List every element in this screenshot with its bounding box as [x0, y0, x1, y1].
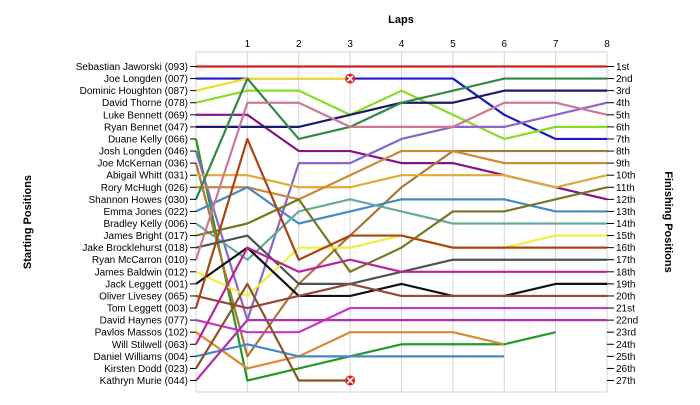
finish-position-labels: 1st2nd3rd4th5th6th7th8th9th10th11th12th1…	[607, 62, 638, 387]
series-line	[194, 101, 608, 261]
start-position-label: Kathryn Murie (044)	[100, 376, 188, 387]
finish-position-label: 7th	[616, 134, 630, 145]
finish-position-label: 5th	[616, 110, 630, 121]
series-line	[195, 282, 351, 382]
lap-tick-labels: 1 2 3 4 5 6 7 8	[245, 39, 611, 50]
finish-position-label: 9th	[616, 159, 630, 170]
lap-tick-label: 1	[245, 39, 251, 50]
start-position-label: Emma Jones (022)	[104, 207, 188, 218]
start-position-label: Ryan McCarron (010)	[92, 255, 188, 266]
finish-position-label: 14th	[616, 219, 635, 230]
series-line	[196, 149, 607, 201]
start-position-label: Ryan Bennet (047)	[104, 122, 188, 133]
finish-position-label: 19th	[616, 279, 635, 290]
finish-position-label: 2nd	[616, 74, 633, 85]
series-line	[194, 101, 608, 322]
finish-position-label: 24th	[616, 340, 635, 351]
finish-position-label: 18th	[616, 267, 635, 278]
start-position-label: Daniel Williams (004)	[94, 352, 188, 363]
finish-position-label: 17th	[616, 255, 635, 266]
series-line	[195, 331, 505, 370]
dnf-marker	[345, 375, 356, 386]
series-line	[195, 343, 505, 358]
series-line	[195, 246, 607, 345]
start-position-label: Rory McHugh (026)	[101, 183, 188, 194]
series-line	[195, 282, 607, 310]
finish-position-label: 6th	[616, 122, 630, 133]
start-position-label: Luke Bennett (069)	[103, 110, 188, 121]
finish-position-label: 11th	[616, 183, 635, 194]
start-position-label: Abigail Whitt (031)	[106, 171, 188, 182]
start-position-label: Oliver Livesey (065)	[99, 291, 188, 302]
finish-position-label: 12th	[616, 195, 635, 206]
start-position-label: Jack Leggett (001)	[105, 279, 188, 290]
finish-position-label: 25th	[616, 352, 635, 363]
start-position-label: Shannon Howes (030)	[88, 195, 188, 206]
start-position-label: David Thorne (078)	[102, 98, 188, 109]
finish-position-label: 27th	[616, 376, 635, 387]
start-position-label: James Baldwin (012)	[95, 267, 188, 278]
start-position-label: Kirsten Dodd (023)	[104, 364, 188, 375]
finish-position-label: 4th	[616, 98, 630, 109]
finish-position-label: 22nd	[616, 316, 638, 327]
start-position-label: Tom Leggett (003)	[107, 304, 188, 315]
series-line	[195, 306, 607, 334]
start-position-label: Josh Longden (046)	[99, 147, 188, 158]
series-lines	[194, 65, 608, 386]
lap-tick-label: 3	[347, 39, 353, 50]
series-line	[195, 77, 351, 92]
left-axis-label: Starting Positions	[22, 175, 34, 269]
finish-position-label: 20th	[616, 291, 635, 302]
series-line	[195, 246, 607, 298]
gridlines	[195, 51, 608, 393]
series-line	[194, 77, 607, 200]
finish-position-label: 10th	[616, 171, 635, 182]
finish-position-label: 16th	[616, 243, 635, 254]
right-axis-label: Finishing Positions	[662, 171, 674, 272]
finish-position-label: 26th	[616, 364, 635, 375]
lap-tick-label: 8	[604, 39, 610, 50]
finish-position-label: 8th	[616, 147, 630, 158]
start-position-label: Sebastian Jaworski (093)	[76, 62, 188, 73]
finish-position-label: 15th	[616, 231, 635, 242]
start-position-labels: Sebastian Jaworski (093)Joe Longden (007…	[76, 62, 196, 387]
chart-title: Laps	[388, 14, 414, 26]
series-line	[195, 89, 607, 141]
start-position-label: Pavlos Massos (102)	[95, 328, 188, 339]
start-position-label: David Haynes (077)	[100, 316, 188, 327]
series-line	[194, 137, 607, 309]
finish-position-label: 23rd	[616, 328, 636, 339]
finish-position-label: 21st	[616, 304, 635, 315]
lap-tick-label: 7	[553, 39, 559, 50]
finish-position-label: 13th	[616, 207, 635, 218]
finish-position-label: 1st	[616, 62, 630, 73]
series-line	[195, 198, 607, 261]
start-position-label: Joe Longden (007)	[104, 74, 188, 85]
start-position-label: Bradley Kelly (006)	[104, 219, 188, 230]
start-position-label: Joe McKernan (036)	[97, 159, 188, 170]
series-line	[194, 138, 556, 382]
start-position-label: Dominic Houghton (087)	[80, 86, 188, 97]
lap-tick-label: 2	[296, 39, 302, 50]
series-line	[195, 186, 607, 225]
lap-tick-label: 5	[450, 39, 456, 50]
start-position-label: Duane Kelly (066)	[108, 134, 188, 145]
start-position-label: Will Stilwell (063)	[112, 340, 188, 351]
series-line	[195, 186, 608, 273]
series-line	[195, 319, 607, 382]
start-position-label: James Bright (017)	[104, 231, 188, 242]
lap-tick-label: 4	[399, 39, 405, 50]
start-position-label: Jake Brocklehurst (018)	[82, 243, 188, 254]
dnf-marker	[345, 73, 356, 84]
finish-position-label: 3rd	[616, 86, 630, 97]
lap-tick-label: 6	[501, 39, 507, 50]
